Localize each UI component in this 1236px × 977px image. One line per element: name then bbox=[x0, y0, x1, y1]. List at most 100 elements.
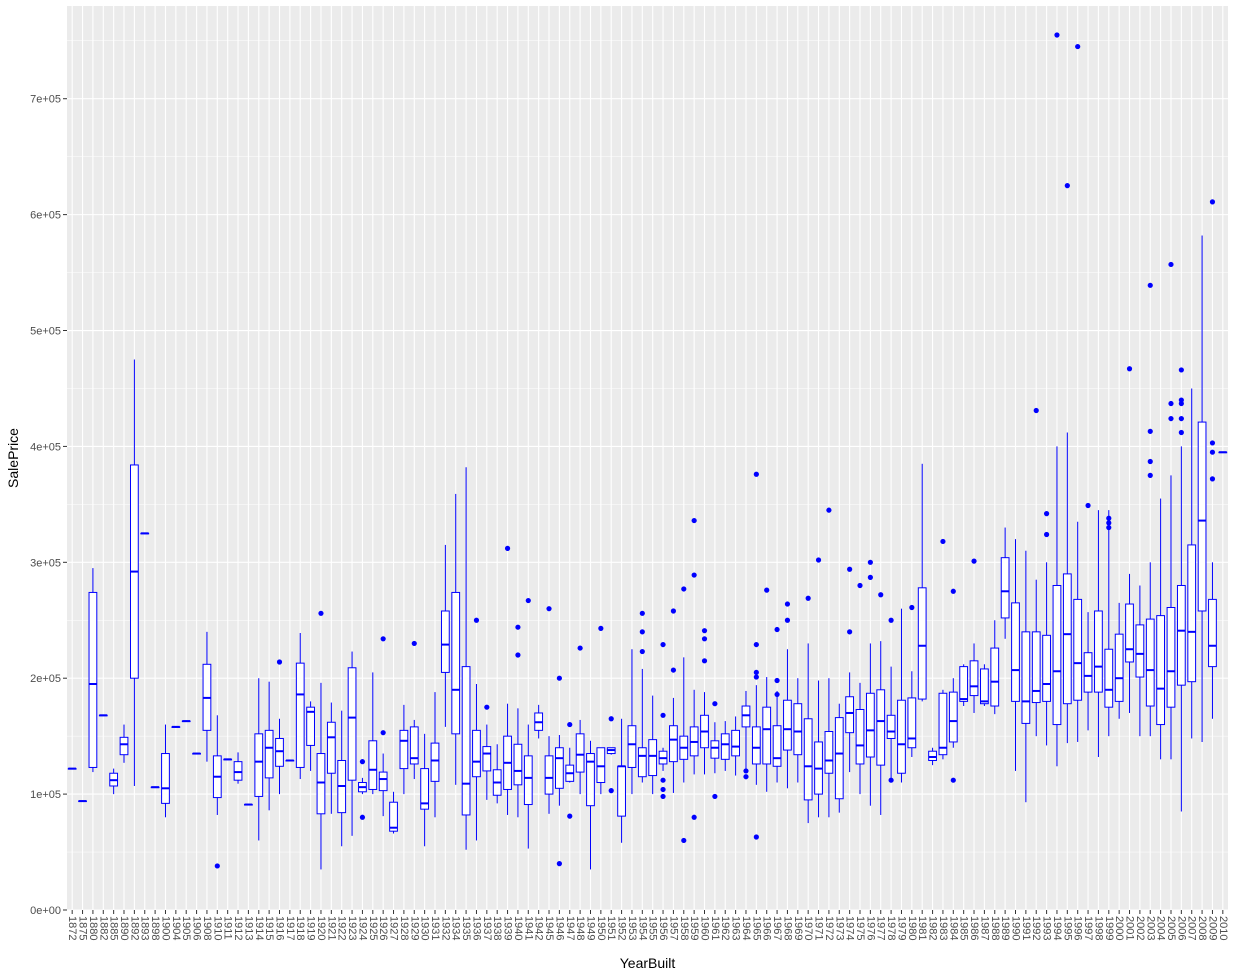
box-1976 bbox=[865, 559, 875, 806]
box-1973 bbox=[834, 703, 844, 813]
x-tick-label: 1953 bbox=[626, 916, 638, 940]
outlier-point bbox=[712, 793, 718, 800]
box-1900 bbox=[161, 724, 170, 818]
box-1910 bbox=[212, 715, 222, 869]
box-iqr bbox=[1114, 633, 1124, 702]
box-iqr bbox=[990, 647, 1000, 707]
box-1982 bbox=[928, 747, 937, 766]
box-1996 bbox=[1073, 43, 1083, 742]
outlier-point bbox=[950, 588, 956, 594]
box-2005 bbox=[1166, 261, 1176, 760]
box-1993 bbox=[1042, 511, 1051, 746]
x-tick-label: 1980 bbox=[906, 916, 918, 940]
box-2001 bbox=[1125, 366, 1134, 713]
box-iqr bbox=[254, 733, 264, 797]
outlier-point bbox=[1085, 502, 1091, 509]
x-tick-label: 1984 bbox=[947, 916, 959, 940]
outlier-point bbox=[1178, 429, 1184, 436]
x-tick-label: 1954 bbox=[636, 916, 648, 940]
box-1930 bbox=[420, 733, 430, 847]
box-iqr bbox=[1052, 584, 1062, 726]
box-1988 bbox=[990, 620, 1000, 715]
box-iqr bbox=[959, 666, 969, 702]
outlier-point bbox=[753, 834, 759, 840]
outlier-point bbox=[380, 636, 386, 642]
x-tick-label: 2004 bbox=[1155, 916, 1167, 940]
x-tick-label: 1986 bbox=[968, 916, 980, 940]
outlier-point bbox=[1178, 397, 1184, 403]
y-tick-label: 4e+05 bbox=[30, 441, 61, 453]
box-iqr bbox=[1031, 631, 1041, 704]
outlier-point bbox=[753, 641, 759, 648]
box-1926 bbox=[378, 636, 388, 817]
x-tick-label: 1927 bbox=[388, 916, 400, 940]
box-1932 bbox=[440, 544, 450, 727]
y-tick-label: 6e+05 bbox=[30, 210, 61, 222]
x-tick-label: 1930 bbox=[419, 916, 431, 940]
x-tick-label: 1967 bbox=[771, 916, 783, 940]
x-tick-label: 2002 bbox=[1134, 916, 1146, 940]
box-iqr bbox=[948, 691, 958, 743]
box-1970 bbox=[803, 595, 813, 824]
box-iqr bbox=[233, 761, 243, 781]
outlier-point bbox=[774, 677, 780, 684]
box-iqr bbox=[1011, 602, 1020, 702]
x-tick-label: 1976 bbox=[864, 916, 876, 940]
outlier-point bbox=[743, 774, 749, 780]
box-1880 bbox=[88, 568, 98, 773]
outlier-point bbox=[577, 645, 583, 651]
y-axis-title: SalePrice bbox=[5, 428, 21, 488]
outlier-point bbox=[691, 572, 697, 578]
box-1955 bbox=[648, 695, 658, 795]
box-1960 bbox=[700, 628, 709, 775]
outlier-point bbox=[1106, 515, 1112, 521]
outlier-point bbox=[681, 586, 687, 592]
x-tick-label: 2003 bbox=[1144, 916, 1156, 940]
y-axis: 0e+00 1e+05 2e+05 3e+05 4e+05 5e+05 6e+05 7e+05 bbox=[30, 94, 67, 917]
box-iqr bbox=[1135, 624, 1145, 678]
box-iqr bbox=[980, 668, 989, 705]
outlier-point bbox=[888, 777, 894, 783]
box-1885 bbox=[109, 768, 119, 795]
box-1919 bbox=[306, 701, 315, 771]
x-tick-label: 1893 bbox=[139, 916, 151, 940]
x-tick-label: 1978 bbox=[885, 916, 897, 940]
x-tick-label: 1910 bbox=[211, 916, 223, 940]
box-1935 bbox=[461, 467, 471, 850]
x-tick-label: 2010 bbox=[1217, 916, 1229, 940]
x-tick-label: 1946 bbox=[553, 916, 565, 940]
x-axis: 1872187518801882188518901892189318981900… bbox=[66, 910, 1229, 940]
outlier-point bbox=[878, 592, 884, 598]
box-1892 bbox=[129, 359, 139, 786]
box-iqr bbox=[513, 743, 523, 786]
box-1882 bbox=[98, 714, 108, 717]
outlier-point bbox=[411, 640, 417, 647]
box-1914 bbox=[254, 678, 264, 841]
outlier-point bbox=[712, 701, 718, 707]
box-iqr bbox=[1145, 618, 1155, 707]
outlier-point bbox=[743, 768, 749, 774]
box-iqr bbox=[637, 747, 647, 778]
box-1962 bbox=[720, 721, 730, 771]
outlier-point bbox=[639, 610, 645, 616]
box-1939 bbox=[503, 545, 512, 815]
box-iqr bbox=[897, 699, 906, 774]
box-1872 bbox=[67, 767, 77, 770]
box-1929 bbox=[409, 640, 419, 780]
box-1948 bbox=[575, 645, 585, 795]
outlier-point bbox=[1209, 440, 1216, 446]
x-tick-label: 1924 bbox=[356, 916, 368, 940]
outlier-point bbox=[764, 587, 770, 593]
box-1985 bbox=[959, 664, 969, 707]
x-tick-label: 1997 bbox=[1082, 916, 1094, 940]
x-tick-label: 1952 bbox=[616, 916, 628, 940]
box-1981 bbox=[917, 463, 927, 702]
y-tick-label: 2e+05 bbox=[30, 673, 61, 685]
box-iqr bbox=[586, 753, 595, 807]
x-tick-label: 1942 bbox=[533, 916, 545, 940]
box-iqr bbox=[451, 591, 461, 735]
x-tick-label: 1990 bbox=[1009, 916, 1021, 940]
box-1890 bbox=[119, 724, 129, 763]
x-tick-label: 1935 bbox=[460, 916, 472, 940]
x-tick-label: 1951 bbox=[605, 916, 617, 940]
